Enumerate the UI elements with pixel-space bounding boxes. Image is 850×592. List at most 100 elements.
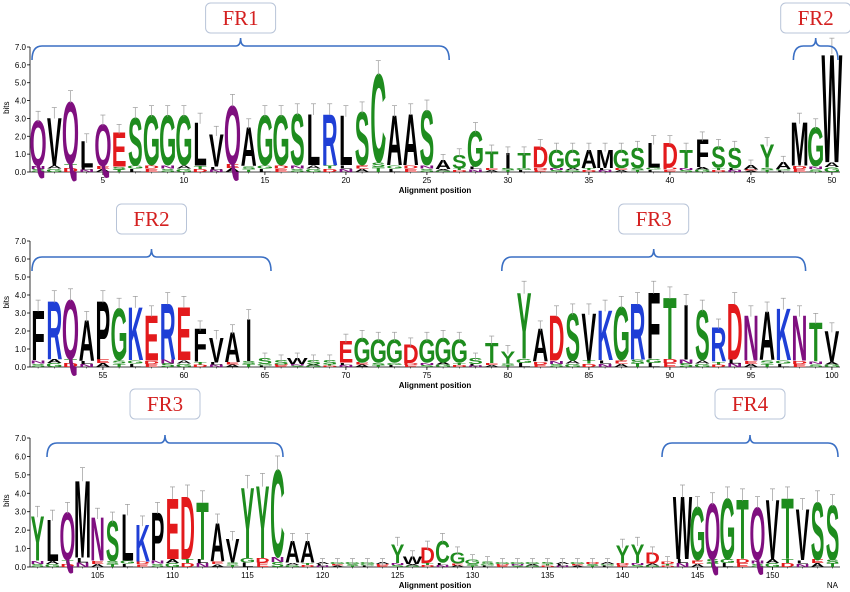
logo-letter: N: [743, 303, 759, 375]
logo-subletter: N: [75, 562, 89, 569]
logo-column: LGA: [775, 155, 792, 173]
logo-subletter: N: [468, 169, 483, 173]
logo-column: NLC: [435, 533, 450, 570]
logo-letter: T: [663, 280, 676, 379]
logo-subletter: D: [403, 363, 418, 366]
logo-letter: N: [90, 504, 105, 574]
x-tick-label: 150: [766, 571, 780, 580]
logo-column: GAG: [564, 142, 581, 175]
logo-subletter: L: [481, 565, 494, 567]
logo-subletter: N: [795, 563, 809, 568]
x-tick-label: 115: [241, 571, 254, 580]
region-label: FR2: [133, 207, 169, 231]
y-tick-label: 0.0: [15, 363, 27, 372]
logo-letter: Q: [94, 111, 111, 179]
logo-letter: M: [790, 110, 808, 179]
y-axis-label: bits: [2, 494, 11, 506]
logo-letter: F: [31, 297, 44, 377]
logo-column: NLL: [79, 133, 94, 176]
logo-subletter: N: [390, 562, 404, 565]
logo-subletter: D: [533, 167, 548, 170]
logo-column: LGK: [127, 291, 144, 377]
logo-subletter: G: [285, 564, 300, 567]
logo-subletter: L: [339, 362, 352, 365]
logo-letter: Q: [705, 488, 721, 577]
logo-letter: S: [468, 357, 483, 367]
logo-letter: L: [307, 99, 320, 182]
logo-subletter: L: [80, 360, 93, 365]
y-axis-label: bits: [2, 101, 11, 113]
logo-subletter: N: [290, 364, 305, 366]
logo-letter: F: [696, 131, 709, 176]
logo-subletter: A: [47, 359, 62, 365]
logo-letter: C: [370, 49, 386, 190]
logo-letter: G: [256, 102, 273, 182]
x-tick-label: 20: [341, 176, 350, 185]
logo-subletter: A: [614, 170, 629, 173]
logo-subletter: D: [662, 167, 677, 170]
logo-subletter: L: [647, 169, 660, 172]
logo-column: EDA: [403, 99, 419, 182]
logo-column: NLV: [209, 125, 224, 177]
x-tick-label: 85: [584, 371, 593, 380]
logo-subletter: L: [339, 165, 352, 170]
logo-letter: G: [143, 102, 160, 182]
y-tick-label: 4.0: [15, 489, 27, 498]
logo-subletter: E: [91, 560, 104, 565]
y-tick-label: 1.0: [15, 345, 27, 354]
logo-column: GAS: [305, 354, 322, 367]
x-tick-label: 15: [260, 176, 269, 185]
logo-letter: A: [403, 99, 419, 182]
logo-letter: W: [673, 478, 692, 579]
logo-subletter: A: [354, 168, 369, 173]
logo-subletter: D: [322, 365, 337, 367]
logo-subletter: G: [435, 170, 452, 172]
logo-subletter: S: [826, 559, 840, 565]
logo-column: EDY: [255, 464, 269, 581]
logo-column: NLA: [315, 558, 331, 567]
logo-subletter: T: [323, 364, 337, 366]
logo-subletter: T: [226, 564, 239, 568]
logo-column: LGS: [127, 103, 144, 180]
logo-subletter: L: [210, 166, 223, 170]
y-tick-label: 3.0: [15, 114, 27, 123]
logo-letter: Y: [256, 464, 270, 581]
logo-subletter: S: [106, 561, 119, 566]
logo-letter: K: [127, 291, 143, 377]
logo-column: DTF: [192, 319, 207, 371]
logo-letter: A: [435, 157, 451, 171]
logo-column: TSS: [106, 510, 120, 574]
logo-subletter: G: [564, 363, 581, 368]
logo-subletter: S: [161, 363, 175, 369]
logo-subletter: D: [780, 562, 794, 568]
logo-letter: G: [435, 331, 452, 371]
logo-letter: G: [613, 145, 630, 174]
logo-column: NLK: [597, 297, 613, 377]
region-label-box: [618, 203, 690, 235]
logo-column: LGA: [600, 558, 616, 567]
logo-subletter: G: [720, 559, 735, 565]
logo-column: SNQ: [30, 108, 47, 180]
logo-subletter: E: [811, 559, 825, 565]
logo-subletter: S: [501, 363, 515, 366]
logo-subletter: A: [405, 563, 419, 565]
logo-column: LGG: [256, 102, 273, 182]
logo-letter: G: [159, 102, 176, 182]
y-tick-label: 7.0: [15, 237, 27, 246]
x-tick-label: 100: [825, 371, 839, 380]
logo-subletter: D: [735, 559, 749, 565]
logo-subletter: D: [180, 562, 194, 568]
logo-letter: A: [225, 324, 241, 372]
logo-subletter: L: [796, 559, 808, 564]
logo-subletter: G: [645, 167, 662, 170]
logo-column: SNW: [287, 352, 308, 368]
logo-column: GAE: [176, 291, 193, 377]
logo-subletter: A: [695, 360, 710, 365]
y-tick-label: 6.0: [15, 61, 27, 70]
logo-subletter: A: [176, 165, 191, 170]
logo-column: LGG: [720, 481, 736, 579]
logo-column: TSY: [760, 137, 775, 175]
logo-subletter: T: [346, 565, 359, 567]
logo-subletter: L: [80, 167, 93, 171]
logo-subletter: D: [581, 170, 596, 173]
